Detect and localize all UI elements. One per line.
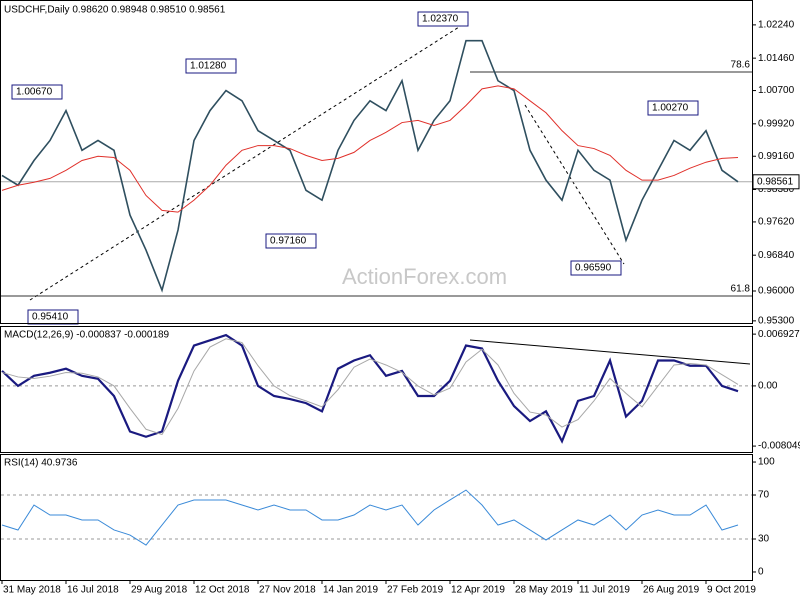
y-tick-label: 1.00700 [758,85,795,96]
trend-line [524,104,625,265]
x-tick-label: 31 May 2018 [3,585,61,596]
rsi-panel [0,454,753,581]
y-tick-label: 0.98380 [758,184,795,195]
y-tick-label: 0 [758,567,764,578]
annotation-box [265,233,317,249]
x-tick-label: 12 Apr 2019 [451,585,505,596]
x-tick-label: 27 Feb 2019 [387,585,444,596]
macd-panel [0,326,753,453]
x-tick-label: 27 Nov 2018 [259,585,316,596]
series-line [1,85,739,213]
series-line [1,338,739,436]
annotation-label: 1.01280 [190,61,227,72]
y-tick-label: 0.99920 [758,118,795,129]
series-line [1,39,739,293]
y-tick-label: 100 [758,457,775,468]
watermark: ActionForex.com [342,264,507,289]
annotation-box [185,58,237,74]
x-tick-label: 14 Jan 2019 [323,585,378,596]
annotation-box [11,84,63,100]
y-tick-label: 1.02240 [758,20,795,31]
annotation-label: 0.95410 [32,312,69,323]
y-tick-label: 0.96840 [758,250,795,261]
annotation-box [570,260,622,276]
y-tick-label: 0.00 [758,381,778,392]
fib-label: 78.6 [731,60,751,71]
plot-layer: 1.02240 1.01460 1.00700 0.99920 0.99160 0.983… [1,11,800,596]
annotation-box [417,11,469,27]
x-tick-label: 11 Jul 2019 [579,585,630,596]
series-line [1,489,739,546]
price-title: USDCHF,Daily 0.98620 0.98948 0.98510 0.9… [4,5,226,16]
last-price-label: 0.98561 [757,176,794,187]
x-tick-label: 12 Oct 2018 [195,585,250,596]
y-tick-label: 0.97620 [758,217,795,228]
macd-trend-line [469,339,751,365]
annotation-label: 1.00270 [652,103,689,114]
macd-title: MACD(12,26,9) -0.000837 -0.000189 [4,330,170,341]
annotation-box [647,100,699,116]
trend-line [29,19,471,301]
x-tick-label: 9 Oct 2019 [707,585,756,596]
price-panel [0,0,753,324]
y-tick-label: 0.95300 [758,316,795,327]
x-tick-label: 16 Jul 2018 [67,585,119,596]
rsi-title: RSI(14) 40.9736 [4,458,78,469]
x-tick-label: 28 May 2019 [515,585,573,596]
y-tick-label: 70 [758,490,770,501]
y-tick-label: -0.008049 [758,441,800,452]
y-tick-label: 30 [758,534,770,545]
x-tick-label: 29 Aug 2018 [131,585,188,596]
y-tick-label: 0.96000 [758,286,795,297]
annotation-label: 1.02370 [422,14,459,25]
x-tick-label: 26 Aug 2019 [643,585,700,596]
y-tick-label: 0.99160 [758,151,795,162]
fib-label: 61.8 [731,284,751,295]
y-tick-label: 1.01460 [758,53,795,64]
y-tick-label: 0.006927 [758,329,800,340]
series-line [1,333,739,444]
annotation-label: 0.96590 [575,263,612,274]
annotation-label: 0.97160 [270,236,307,247]
annotation-label: 1.00670 [16,87,53,98]
